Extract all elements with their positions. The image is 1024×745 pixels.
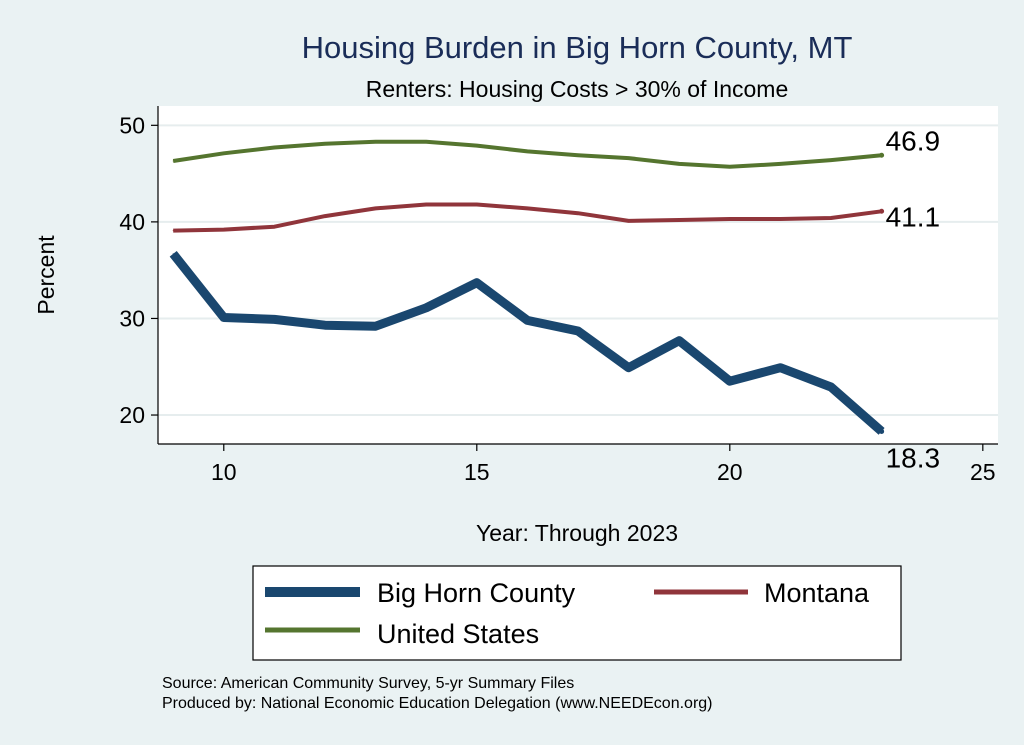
legend-label-united-states: United States	[377, 619, 539, 649]
data-point-united-states	[729, 166, 731, 168]
data-point-montana	[223, 229, 225, 231]
y-tick-label: 40	[119, 209, 145, 235]
data-point-united-states	[628, 157, 630, 159]
x-axis-ticks: 10 15 20 25	[211, 444, 996, 485]
data-point-montana	[425, 204, 427, 206]
end-marker-montana	[879, 208, 885, 214]
x-tick-label: 25	[970, 459, 996, 485]
end-label-big-horn-county: 18.3	[886, 442, 941, 473]
data-point-big-horn-county	[273, 318, 275, 320]
legend-box	[252, 565, 902, 661]
data-point-big-horn-county	[375, 325, 377, 327]
y-axis-title: Percent	[33, 235, 59, 315]
data-point-big-horn-county	[830, 386, 832, 388]
plot-area	[158, 106, 998, 444]
data-point-united-states	[526, 150, 528, 152]
data-point-montana	[375, 207, 377, 209]
data-point-big-horn-county	[526, 319, 528, 321]
data-point-montana	[729, 218, 731, 220]
data-point-united-states	[375, 141, 377, 143]
data-point-united-states	[324, 143, 326, 145]
data-point-united-states	[678, 163, 680, 165]
data-point-big-horn-county	[577, 330, 579, 332]
x-axis-title: Year: Through 2023	[476, 520, 678, 546]
data-point-montana	[779, 218, 781, 220]
x-tick-label: 10	[211, 459, 237, 485]
data-point-montana	[678, 219, 680, 221]
data-point-big-horn-county	[628, 367, 630, 369]
data-point-united-states	[577, 154, 579, 156]
y-axis-ticks: 20 30 40 50	[119, 112, 158, 428]
data-point-big-horn-county	[678, 340, 680, 342]
data-point-united-states	[172, 160, 174, 162]
data-point-big-horn-county	[425, 307, 427, 309]
x-tick-label: 20	[717, 459, 743, 485]
data-point-montana	[577, 212, 579, 214]
produced-by-note: Produced by: National Economic Education…	[162, 695, 713, 712]
end-label-montana: 41.1	[886, 201, 941, 232]
data-point-united-states	[425, 141, 427, 143]
data-point-montana	[324, 215, 326, 217]
data-point-montana	[476, 204, 478, 206]
data-point-big-horn-county	[729, 380, 731, 382]
data-point-big-horn-county	[324, 324, 326, 326]
legend: Big Horn County Montana United States	[265, 578, 870, 649]
data-point-big-horn-county	[172, 253, 174, 255]
end-labels: 46.9 41.1 18.3	[886, 125, 941, 473]
end-marker-big-horn-county	[879, 428, 885, 434]
data-point-united-states	[476, 145, 478, 147]
end-marker-united-states	[879, 152, 885, 158]
source-note: Source: American Community Survey, 5-yr …	[162, 675, 574, 692]
y-tick-label: 20	[119, 402, 145, 428]
data-point-united-states	[223, 152, 225, 154]
y-tick-label: 30	[119, 305, 145, 331]
legend-label-montana: Montana	[764, 578, 870, 608]
chart-title: Housing Burden in Big Horn County, MT	[302, 30, 853, 65]
data-point-united-states	[830, 159, 832, 161]
end-label-united-states: 46.9	[886, 125, 941, 156]
data-point-big-horn-county	[223, 316, 225, 318]
data-point-montana	[526, 207, 528, 209]
chart-subtitle: Renters: Housing Costs > 30% of Income	[366, 76, 789, 102]
legend-label-big-horn-county: Big Horn County	[377, 578, 576, 608]
x-tick-label: 15	[464, 459, 490, 485]
data-point-montana	[172, 230, 174, 232]
data-point-montana	[273, 226, 275, 228]
data-point-montana	[628, 220, 630, 222]
data-point-united-states	[779, 163, 781, 165]
data-point-big-horn-county	[476, 282, 478, 284]
data-point-united-states	[273, 147, 275, 149]
data-point-montana	[830, 217, 832, 219]
y-tick-label: 50	[119, 112, 145, 138]
data-point-big-horn-county	[779, 367, 781, 369]
series-lines	[169, 139, 885, 435]
